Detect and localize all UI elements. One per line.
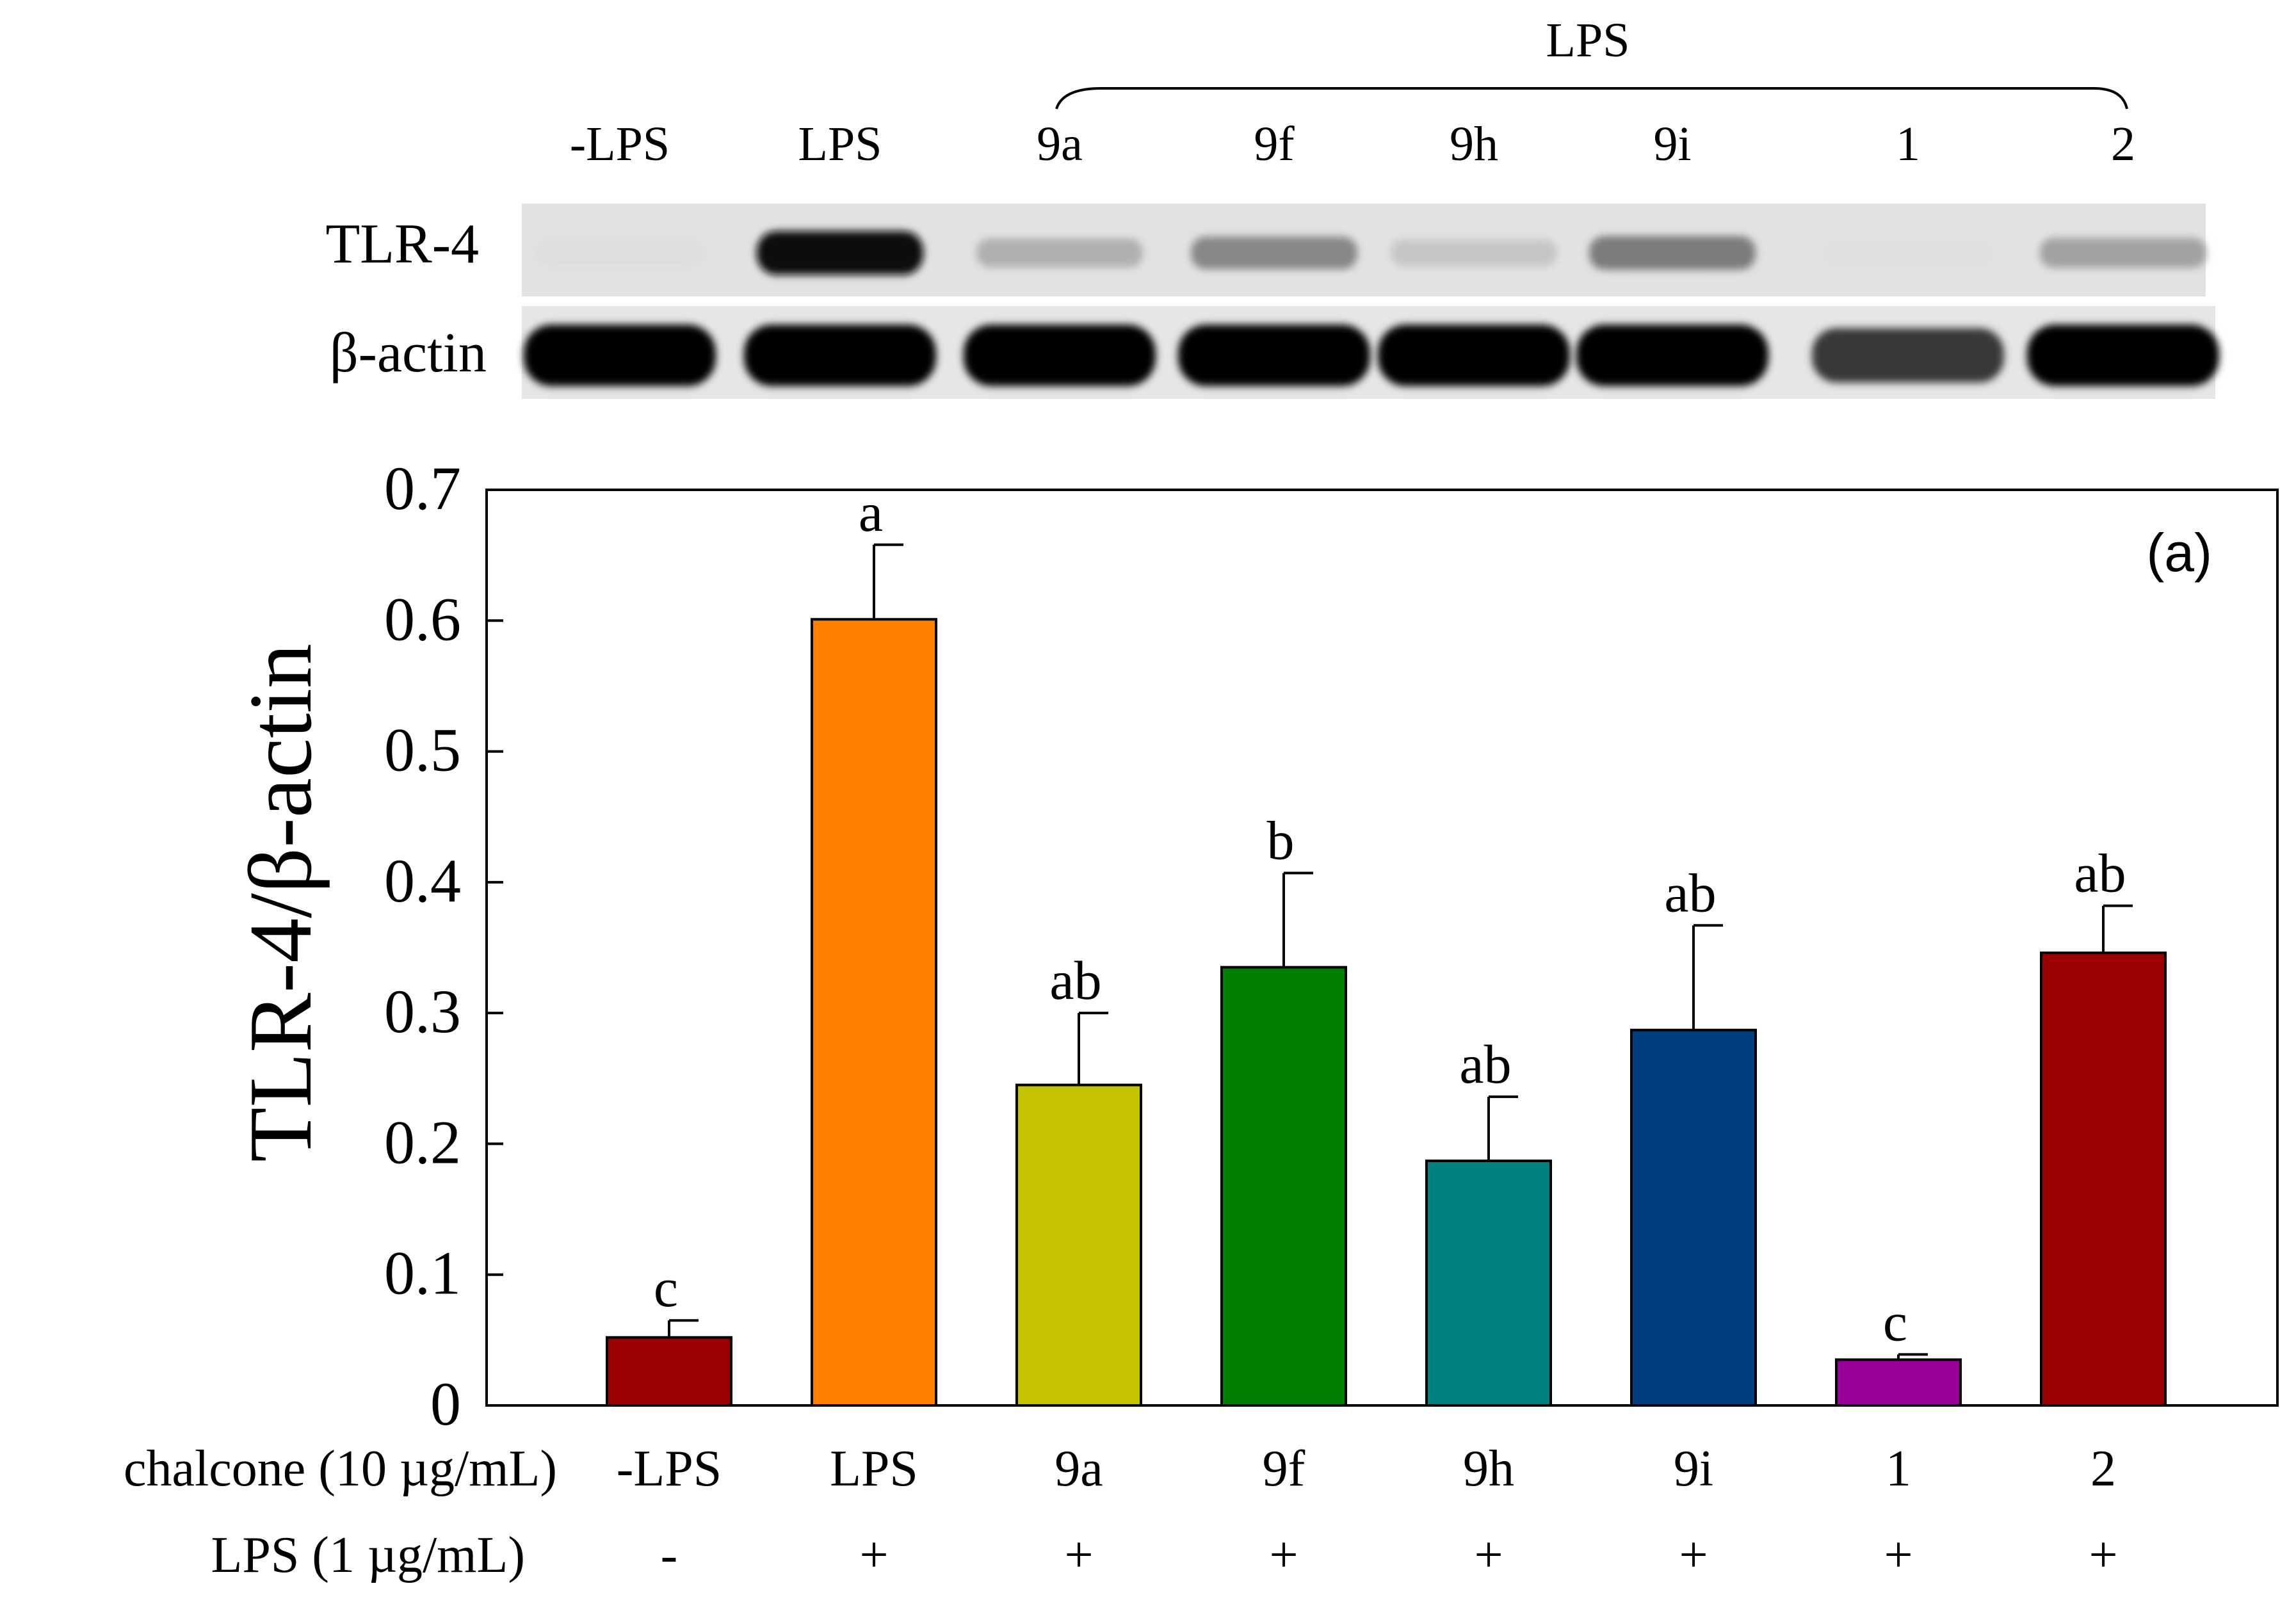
blot-band bbox=[1812, 328, 2004, 383]
lps-treatment-sign: + bbox=[1884, 1527, 1912, 1583]
blot-band bbox=[537, 240, 703, 266]
blot-lane-label: 2 bbox=[2111, 117, 2135, 171]
blot-band bbox=[2040, 238, 2206, 268]
bar-series: c a ab b ab ab c ab bbox=[606, 481, 2167, 1407]
blot-row-label-tlr4: TLR-4 bbox=[325, 213, 479, 275]
lps-treatment-sign: + bbox=[1269, 1527, 1298, 1583]
significance-label: a bbox=[859, 481, 883, 543]
bar-1 bbox=[1835, 1358, 1962, 1407]
lps-treatment-sign: + bbox=[1679, 1527, 1708, 1583]
blot-band bbox=[1391, 239, 1557, 267]
blot-lane-label: 9i bbox=[1653, 117, 1691, 171]
bar--LPS bbox=[606, 1336, 732, 1407]
lps-treatment-sign: + bbox=[2089, 1527, 2117, 1583]
blot-band bbox=[1178, 325, 1370, 386]
blot-band bbox=[524, 325, 716, 386]
blot-lane-label: -LPS bbox=[570, 117, 670, 171]
x-tick-label: 9h bbox=[1463, 1441, 1514, 1497]
blot-lane-label: 1 bbox=[1896, 117, 1920, 171]
significance-label: ab bbox=[1664, 862, 1716, 923]
blot-bands bbox=[524, 231, 2219, 386]
blot-lane-label: LPS bbox=[798, 117, 882, 171]
treatment-row-label-lps: LPS (1 µg/mL) bbox=[211, 1527, 525, 1583]
x-tick-label: 9a bbox=[1055, 1441, 1103, 1497]
y-tick-label: 0 bbox=[430, 1370, 461, 1438]
y-tick-label: 0.7 bbox=[384, 454, 461, 522]
bar-9a bbox=[1015, 1083, 1142, 1407]
plot-frame bbox=[485, 489, 2279, 1407]
lps-group-brace bbox=[1055, 87, 2128, 109]
significance-label: c bbox=[1883, 1291, 1907, 1352]
blot-band bbox=[1191, 236, 1357, 270]
y-tick-label: 0.1 bbox=[384, 1239, 461, 1307]
y-axis-label: TLR-4/β-actin bbox=[231, 643, 330, 1162]
bar-LPS bbox=[811, 618, 937, 1407]
significance-label: ab bbox=[1459, 1033, 1511, 1095]
x-tick-label: 9f bbox=[1263, 1441, 1306, 1497]
blot-row-label-beta-actin: β-actin bbox=[330, 322, 487, 384]
blot-band bbox=[2027, 325, 2219, 386]
blot-lane-label: 9f bbox=[1254, 117, 1295, 171]
y-axis: 0 0.1 0.2 0.3 0.4 0.5 0.6 0.7 bbox=[384, 454, 503, 1438]
lps-group-label: LPS bbox=[1546, 13, 1630, 67]
blot-band bbox=[976, 238, 1143, 268]
bar-2 bbox=[2040, 951, 2167, 1407]
bar-9i bbox=[1630, 1028, 1757, 1407]
significance-label: c bbox=[654, 1257, 678, 1318]
lps-treatment-sign: - bbox=[661, 1527, 678, 1583]
blot-lane-label: 9a bbox=[1037, 117, 1083, 171]
y-tick-label: 0.5 bbox=[384, 716, 461, 784]
bar-9f bbox=[1220, 966, 1347, 1407]
significance-label: ab bbox=[1049, 950, 1101, 1011]
blot-lane-labels: -LPS LPS 9a 9f 9h 9i 1 2 bbox=[570, 117, 2135, 171]
bar-9h bbox=[1425, 1159, 1552, 1407]
x-tick-label: 1 bbox=[1886, 1441, 1911, 1497]
significance-label: ab bbox=[2074, 843, 2126, 904]
x-tick-label: 9i bbox=[1674, 1441, 1713, 1497]
significance-label: b bbox=[1267, 810, 1295, 871]
bar-chart: 0 0.1 0.2 0.3 0.4 0.5 0.6 0.7 TLR-4/β-actin (a)… bbox=[231, 454, 2279, 1438]
treatment-table: chalcone (10 µg/mL) LPS (1 µg/mL) -LPS LP… bbox=[124, 1441, 2118, 1583]
blot-lane-label: 9h bbox=[1450, 117, 1498, 171]
blot-band bbox=[964, 325, 1156, 386]
lps-treatment-sign: + bbox=[1474, 1527, 1503, 1583]
blot-band bbox=[1589, 236, 1756, 270]
blot-band bbox=[757, 231, 923, 275]
y-tick-label: 0.4 bbox=[384, 846, 461, 915]
y-tick-label: 0.6 bbox=[384, 585, 461, 653]
x-tick-label: LPS bbox=[830, 1441, 918, 1497]
lps-treatment-sign: + bbox=[859, 1527, 888, 1583]
blot-band bbox=[1378, 325, 1570, 386]
y-tick-label: 0.2 bbox=[384, 1108, 461, 1176]
western-blot: LPS -LPS LPS 9a 9f 9h 9i 1 2 TLR-4 β-act… bbox=[325, 13, 2219, 399]
blot-band bbox=[1576, 325, 1768, 386]
blot-band bbox=[744, 325, 936, 386]
y-tick-label: 0.3 bbox=[384, 977, 461, 1046]
treatment-values: -LPS LPS 9a 9f 9h 9i 1 2 - + + + + + + + bbox=[617, 1441, 2118, 1583]
treatment-row-label-chalcone: chalcone (10 µg/mL) bbox=[124, 1441, 557, 1497]
x-tick-label: -LPS bbox=[617, 1441, 722, 1497]
x-tick-label: 2 bbox=[2090, 1441, 2116, 1497]
panel-label: (a) bbox=[2146, 522, 2212, 583]
blot-band bbox=[1825, 240, 1991, 266]
lps-treatment-sign: + bbox=[1064, 1527, 1093, 1583]
